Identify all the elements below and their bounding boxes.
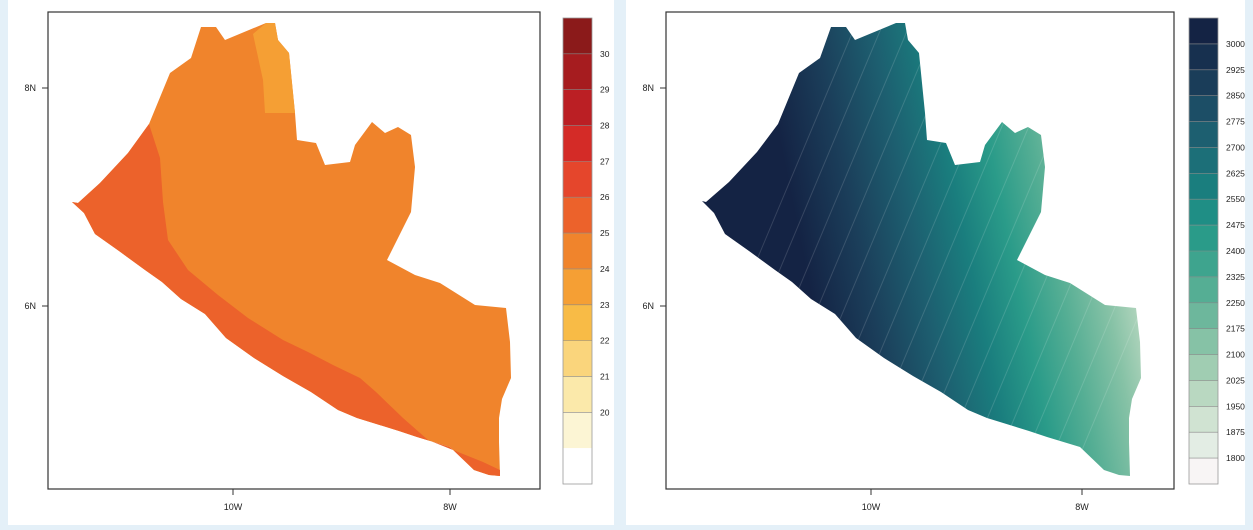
colorbar-swatch xyxy=(1189,354,1218,381)
colorbar-label: 2475 xyxy=(1226,220,1245,230)
colorbar-label: 27 xyxy=(600,156,610,166)
colorbar-swatch xyxy=(563,233,592,269)
lon-label: 10W xyxy=(862,502,881,512)
colorbar-swatch xyxy=(563,448,592,484)
lat-label: 6N xyxy=(642,301,654,311)
colorbar-swatch xyxy=(563,89,592,126)
colorbar-swatch xyxy=(1189,380,1218,407)
colorbar-label: 21 xyxy=(600,371,610,381)
temperature-panel: 8N 6N 10W 8W 30 29 28 27 26 25 24 23 22 21 20 xyxy=(8,0,614,525)
colorbar-swatch xyxy=(563,304,592,341)
colorbar-swatch xyxy=(563,340,592,377)
colorbar-label: 2775 xyxy=(1226,117,1245,127)
colorbar-label: 20 xyxy=(600,407,610,417)
colorbar-swatch xyxy=(1189,406,1218,433)
colorbar-label: 2400 xyxy=(1226,246,1245,256)
colorbar: 3000 2925 2850 2775 2700 2625 2550 2475 2400 2325… xyxy=(1188,17,1245,485)
precipitation-panel: 8N 6N 10W 8W 3000 2925 2850 2775 2700 2625 2550 247… xyxy=(626,0,1245,525)
colorbar-label: 3000 xyxy=(1226,39,1245,49)
colorbar-swatch xyxy=(1189,276,1218,303)
colorbar-label: 2700 xyxy=(1226,142,1245,152)
colorbar-swatch xyxy=(1189,43,1218,70)
colorbar-label: 29 xyxy=(600,85,610,95)
colorbar-swatch xyxy=(1189,18,1218,44)
colorbar-swatch xyxy=(1189,458,1218,484)
colorbar-swatch xyxy=(563,197,592,234)
colorbar-label: 28 xyxy=(600,121,610,131)
colorbar: 30 29 28 27 26 25 24 23 22 21 20 xyxy=(562,17,610,485)
colorbar-label: 1800 xyxy=(1226,453,1245,463)
colorbar-label: 2100 xyxy=(1226,350,1245,360)
colorbar-swatch xyxy=(1189,173,1218,200)
colorbar-label: 23 xyxy=(600,300,610,310)
colorbar-swatch xyxy=(563,268,592,305)
colorbar-label: 2850 xyxy=(1226,91,1245,101)
colorbar-swatch xyxy=(1189,199,1218,226)
colorbar-swatch xyxy=(563,18,592,54)
colorbar-swatch xyxy=(563,161,592,198)
colorbar-label: 2025 xyxy=(1226,375,1245,385)
colorbar-swatch xyxy=(1189,225,1218,251)
colorbar-label: 30 xyxy=(600,49,610,59)
lat-label: 8N xyxy=(24,83,36,93)
colorbar-label: 26 xyxy=(600,192,610,202)
contour-line xyxy=(702,23,867,476)
colorbar-swatch xyxy=(563,412,592,449)
northern-region xyxy=(253,23,295,113)
colorbar-swatch xyxy=(1189,328,1218,355)
colorbar-label: 1950 xyxy=(1226,401,1245,411)
colorbar-swatch xyxy=(1189,121,1218,148)
contour-line xyxy=(1060,23,1141,476)
precipitation-map: 8N 6N 10W 8W 3000 2925 2850 2775 2700 2625 2550 247… xyxy=(642,11,1245,512)
country-region xyxy=(72,23,511,476)
colorbar-label: 2550 xyxy=(1226,194,1245,204)
colorbar-label: 2250 xyxy=(1226,298,1245,308)
colorbar-label: 24 xyxy=(600,264,610,274)
colorbar-swatch xyxy=(1189,95,1218,122)
colorbar-label: 2925 xyxy=(1226,65,1245,75)
colorbar-swatch xyxy=(1189,147,1218,174)
colorbar-label: 25 xyxy=(600,228,610,238)
colorbar-label: 2325 xyxy=(1226,272,1245,282)
colorbar-swatch xyxy=(563,376,592,413)
lat-label: 8N xyxy=(642,83,654,93)
colorbar-label: 2625 xyxy=(1226,168,1245,178)
lon-label: 10W xyxy=(224,502,243,512)
lon-label: 8W xyxy=(443,502,457,512)
lat-label: 6N xyxy=(24,301,36,311)
colorbar-swatch xyxy=(563,53,592,90)
colorbar-swatch xyxy=(1189,432,1218,459)
colorbar-frame xyxy=(562,17,593,485)
colorbar-swatch xyxy=(563,125,592,162)
colorbar-swatch xyxy=(1189,69,1218,96)
temperature-map: 8N 6N 10W 8W 30 29 28 27 26 25 24 23 22 21 20 xyxy=(24,11,610,512)
colorbar-label: 22 xyxy=(600,336,610,346)
colorbar-swatch xyxy=(1189,251,1218,277)
colorbar-label: 1875 xyxy=(1226,427,1245,437)
colorbar-swatch xyxy=(1189,302,1218,329)
lon-label: 8W xyxy=(1075,502,1089,512)
colorbar-label: 2175 xyxy=(1226,324,1245,334)
